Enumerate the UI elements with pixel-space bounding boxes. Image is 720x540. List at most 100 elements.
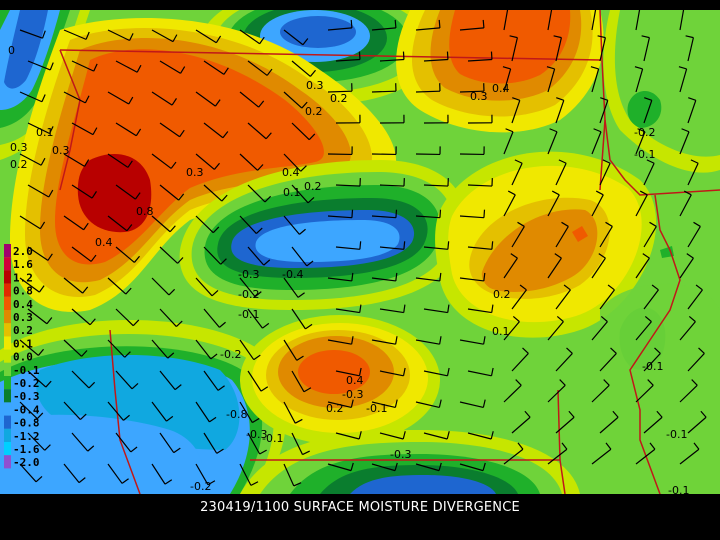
wind-barb-flag — [262, 322, 270, 329]
wind-barb — [599, 100, 609, 124]
wind-barb — [511, 416, 531, 434]
wind-barb — [239, 29, 261, 45]
wind-barb-flag — [510, 253, 518, 259]
wind-barb — [283, 29, 304, 46]
wind-barb-flag — [82, 286, 89, 294]
wind-barb — [467, 184, 493, 187]
wind-barb — [151, 215, 171, 233]
wind-barb — [415, 277, 440, 282]
legend-label: -0.2 — [13, 377, 40, 390]
wind-barb — [195, 401, 210, 423]
wind-barb-flag — [549, 128, 558, 133]
wind-barb-flag — [134, 192, 141, 200]
wind-barb-flag — [395, 336, 398, 345]
wind-barb — [467, 246, 492, 250]
wind-barb-flag — [395, 209, 398, 218]
wind-barb — [63, 339, 82, 357]
wind-barb-flag — [83, 222, 89, 231]
wind-barb-flag — [84, 159, 90, 167]
contour-label: 0.2 — [305, 105, 323, 118]
wind-barb — [27, 432, 46, 451]
wind-barb — [151, 463, 166, 485]
wind-barb — [195, 215, 214, 234]
wind-barb — [555, 353, 573, 372]
wind-barb — [27, 122, 50, 135]
wind-barb-flag — [39, 221, 46, 230]
wind-barb — [291, 122, 310, 141]
wind-barb-flag — [512, 316, 520, 323]
wind-barb-flag — [637, 128, 646, 133]
contour-label: 0.3 — [470, 90, 488, 103]
contour-label: 0.1 — [36, 126, 54, 139]
wind-barb — [679, 68, 688, 93]
wind-barb — [247, 370, 262, 392]
wind-barb-flag — [553, 35, 562, 39]
wind-barb-flag — [610, 347, 617, 354]
wind-barb-flag — [259, 36, 265, 45]
wind-barb — [63, 401, 81, 420]
wind-barb — [291, 308, 306, 330]
wind-barb-flag — [603, 379, 610, 386]
wind-barb-flag — [358, 367, 362, 376]
wind-barb-flag — [593, 128, 602, 133]
wind-barb-flag — [263, 259, 271, 266]
wind-barb-flag — [351, 272, 354, 281]
wind-barb — [203, 370, 219, 391]
contour-label: -0.4 — [282, 268, 303, 281]
contour-label: -0.2 — [220, 348, 241, 361]
wind-barb — [591, 194, 604, 217]
wind-barb — [371, 215, 396, 219]
wind-barb-flag — [48, 189, 54, 198]
wind-barb-flag — [260, 386, 269, 392]
wind-barb-flag — [126, 224, 133, 232]
wind-barb-flag — [250, 481, 259, 486]
wind-barb-flag — [44, 444, 51, 451]
wind-barb-flag — [214, 99, 221, 107]
wind-barb — [679, 257, 694, 279]
wind-barb — [63, 29, 87, 40]
wind-barb-flag — [78, 477, 86, 484]
wind-barb — [643, 162, 655, 186]
legend-label: -2.0 — [13, 456, 40, 469]
wind-barb-flag — [172, 34, 178, 42]
wind-barb — [555, 37, 562, 62]
wind-barb-flag — [568, 410, 575, 418]
wind-barb — [555, 416, 575, 434]
wind-barb — [371, 90, 397, 93]
wind-barb-flag — [124, 351, 131, 358]
wind-barb — [555, 100, 565, 124]
wind-barb-flag — [438, 19, 441, 28]
wind-barb — [547, 131, 558, 155]
legend-swatch — [4, 323, 11, 337]
divergence-region-south-positive — [240, 315, 440, 445]
wind-barb-flag — [296, 355, 304, 361]
wind-barb-flag — [351, 336, 354, 345]
legend-label: -1.6 — [13, 443, 40, 456]
wind-barb — [195, 153, 215, 170]
wind-barb — [203, 246, 222, 265]
wind-barb-flag — [253, 354, 261, 361]
wind-barb — [151, 277, 170, 296]
wind-barb-flag — [167, 352, 175, 359]
wind-barb — [159, 432, 175, 454]
wind-barb-flag — [438, 399, 442, 408]
wind-barb-flag — [127, 160, 133, 168]
wind-barb-flag — [556, 316, 564, 323]
wind-barb-flag — [482, 462, 486, 471]
wind-barb — [591, 384, 610, 403]
contour-label: -0.1 — [634, 148, 655, 161]
wind-barb-flag — [491, 241, 494, 250]
wind-barb-flag — [252, 417, 260, 424]
contour-label: -0.3 — [390, 448, 411, 461]
legend-swatch — [4, 244, 11, 258]
wind-barb-flag — [505, 128, 514, 133]
wind-barb-flag — [307, 197, 315, 204]
wind-barb-flag — [561, 442, 568, 450]
wind-barb — [335, 184, 361, 187]
wind-barb-flag — [490, 367, 494, 376]
wind-barb — [687, 100, 697, 124]
wind-barb-flag — [255, 227, 263, 234]
wind-barb-flag — [47, 253, 53, 261]
wind-barb-flag — [123, 414, 130, 421]
wind-barb — [71, 308, 91, 326]
